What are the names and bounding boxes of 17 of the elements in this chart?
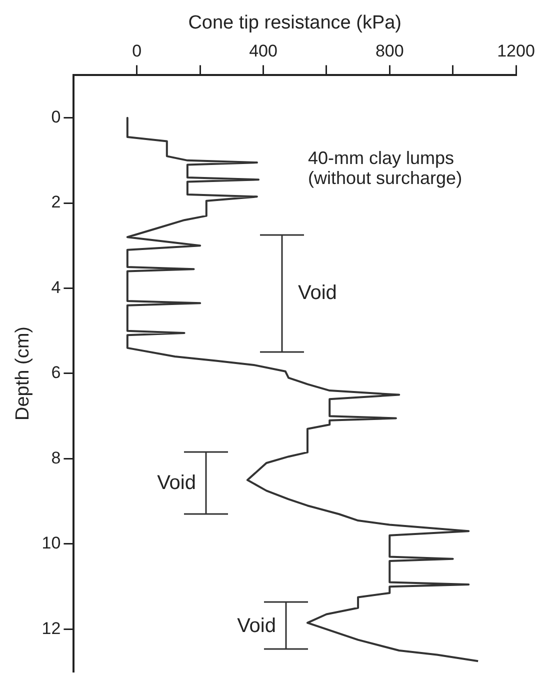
y-tick-label: 4	[51, 278, 61, 297]
y-tick-label: 2	[51, 192, 61, 212]
x-tick-label: 400	[249, 42, 278, 61]
annotation: Void	[156, 472, 196, 494]
x-tick-label: 1200	[497, 42, 535, 61]
y-tick-label: 0	[51, 108, 61, 126]
y-tick-label: 8	[51, 448, 61, 468]
y-axis-title: Depth (cm)	[12, 326, 34, 420]
annotation: 40-mm clay lumps (without surcharge)	[308, 148, 464, 188]
y-tick-label: 10	[42, 534, 61, 553]
x-axis-title: Cone tip resistance (kPa)	[188, 12, 402, 34]
x-tick-label: 800	[375, 42, 404, 61]
x-tick-label: 0	[132, 42, 142, 61]
annotation: Void	[298, 282, 338, 304]
annotation: Void	[236, 615, 276, 637]
y-tick-label: 6	[51, 363, 61, 382]
y-tick-label: 12	[42, 618, 61, 638]
